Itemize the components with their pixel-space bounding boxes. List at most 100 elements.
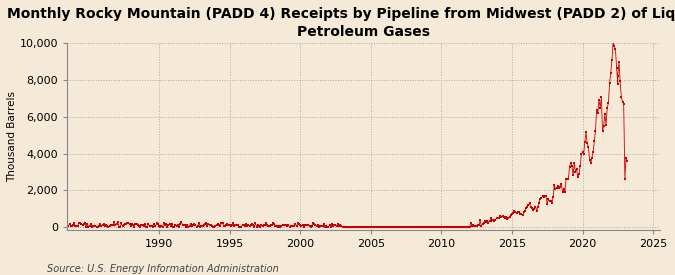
Point — [408, 225, 418, 229]
Point — [375, 225, 385, 229]
Point — [428, 225, 439, 229]
Point — [427, 225, 437, 229]
Point — [456, 225, 466, 229]
Point — [424, 225, 435, 229]
Point — [403, 225, 414, 229]
Point — [419, 225, 430, 229]
Point — [338, 225, 349, 229]
Point — [396, 225, 407, 229]
Point — [406, 225, 416, 229]
Point — [448, 225, 458, 229]
Point — [411, 225, 422, 229]
Point — [377, 225, 388, 229]
Y-axis label: Thousand Barrels: Thousand Barrels — [7, 91, 17, 182]
Point — [458, 225, 469, 229]
Point — [356, 225, 367, 229]
Point — [365, 225, 376, 229]
Point — [360, 225, 371, 229]
Point — [343, 225, 354, 229]
Point — [376, 225, 387, 229]
Point — [362, 225, 373, 229]
Point — [371, 225, 382, 229]
Point — [433, 225, 444, 229]
Point — [452, 225, 462, 229]
Point — [410, 225, 421, 229]
Point — [379, 225, 390, 229]
Text: Source: U.S. Energy Information Administration: Source: U.S. Energy Information Administ… — [47, 264, 279, 274]
Point — [354, 225, 364, 229]
Point — [449, 225, 460, 229]
Point — [414, 225, 425, 229]
Point — [430, 225, 441, 229]
Point — [421, 225, 431, 229]
Point — [383, 225, 394, 229]
Point — [360, 225, 371, 229]
Point — [447, 225, 458, 229]
Point — [392, 225, 403, 229]
Point — [382, 225, 393, 229]
Point — [442, 225, 453, 229]
Point — [355, 225, 366, 229]
Point — [436, 225, 447, 229]
Point — [443, 225, 454, 229]
Point — [425, 225, 436, 229]
Point — [401, 225, 412, 229]
Point — [441, 225, 452, 229]
Point — [416, 225, 427, 229]
Point — [349, 225, 360, 229]
Point — [460, 225, 470, 229]
Point — [452, 225, 463, 229]
Point — [378, 225, 389, 229]
Point — [463, 225, 474, 229]
Point — [444, 225, 455, 229]
Point — [395, 225, 406, 229]
Point — [406, 225, 417, 229]
Point — [373, 225, 383, 229]
Point — [368, 225, 379, 229]
Point — [454, 225, 464, 229]
Point — [352, 225, 363, 229]
Point — [402, 225, 412, 229]
Point — [364, 225, 375, 229]
Point — [417, 225, 428, 229]
Point — [400, 225, 410, 229]
Point — [457, 225, 468, 229]
Point — [414, 225, 425, 229]
Point — [341, 225, 352, 229]
Point — [344, 225, 355, 229]
Point — [433, 225, 443, 229]
Point — [390, 225, 401, 229]
Point — [462, 225, 472, 229]
Point — [412, 225, 423, 229]
Point — [348, 225, 358, 229]
Point — [429, 225, 439, 229]
Point — [455, 225, 466, 229]
Point — [381, 225, 392, 229]
Point — [346, 225, 357, 229]
Point — [370, 225, 381, 229]
Point — [431, 225, 442, 229]
Point — [351, 225, 362, 229]
Point — [446, 225, 456, 229]
Point — [397, 225, 408, 229]
Point — [387, 225, 398, 229]
Point — [422, 225, 433, 229]
Point — [392, 225, 402, 229]
Point — [369, 225, 380, 229]
Point — [373, 225, 384, 229]
Point — [394, 225, 404, 229]
Point — [337, 225, 348, 229]
Point — [404, 225, 415, 229]
Point — [423, 225, 434, 229]
Point — [367, 225, 377, 229]
Point — [439, 225, 450, 229]
Point — [450, 225, 461, 229]
Point — [346, 225, 356, 229]
Point — [437, 225, 448, 229]
Point — [438, 225, 449, 229]
Point — [340, 225, 350, 229]
Point — [363, 225, 374, 229]
Title: Monthly Rocky Mountain (PADD 4) Receipts by Pipeline from Midwest (PADD 2) of Li: Monthly Rocky Mountain (PADD 4) Receipts… — [7, 7, 675, 39]
Point — [384, 225, 395, 229]
Point — [435, 225, 446, 229]
